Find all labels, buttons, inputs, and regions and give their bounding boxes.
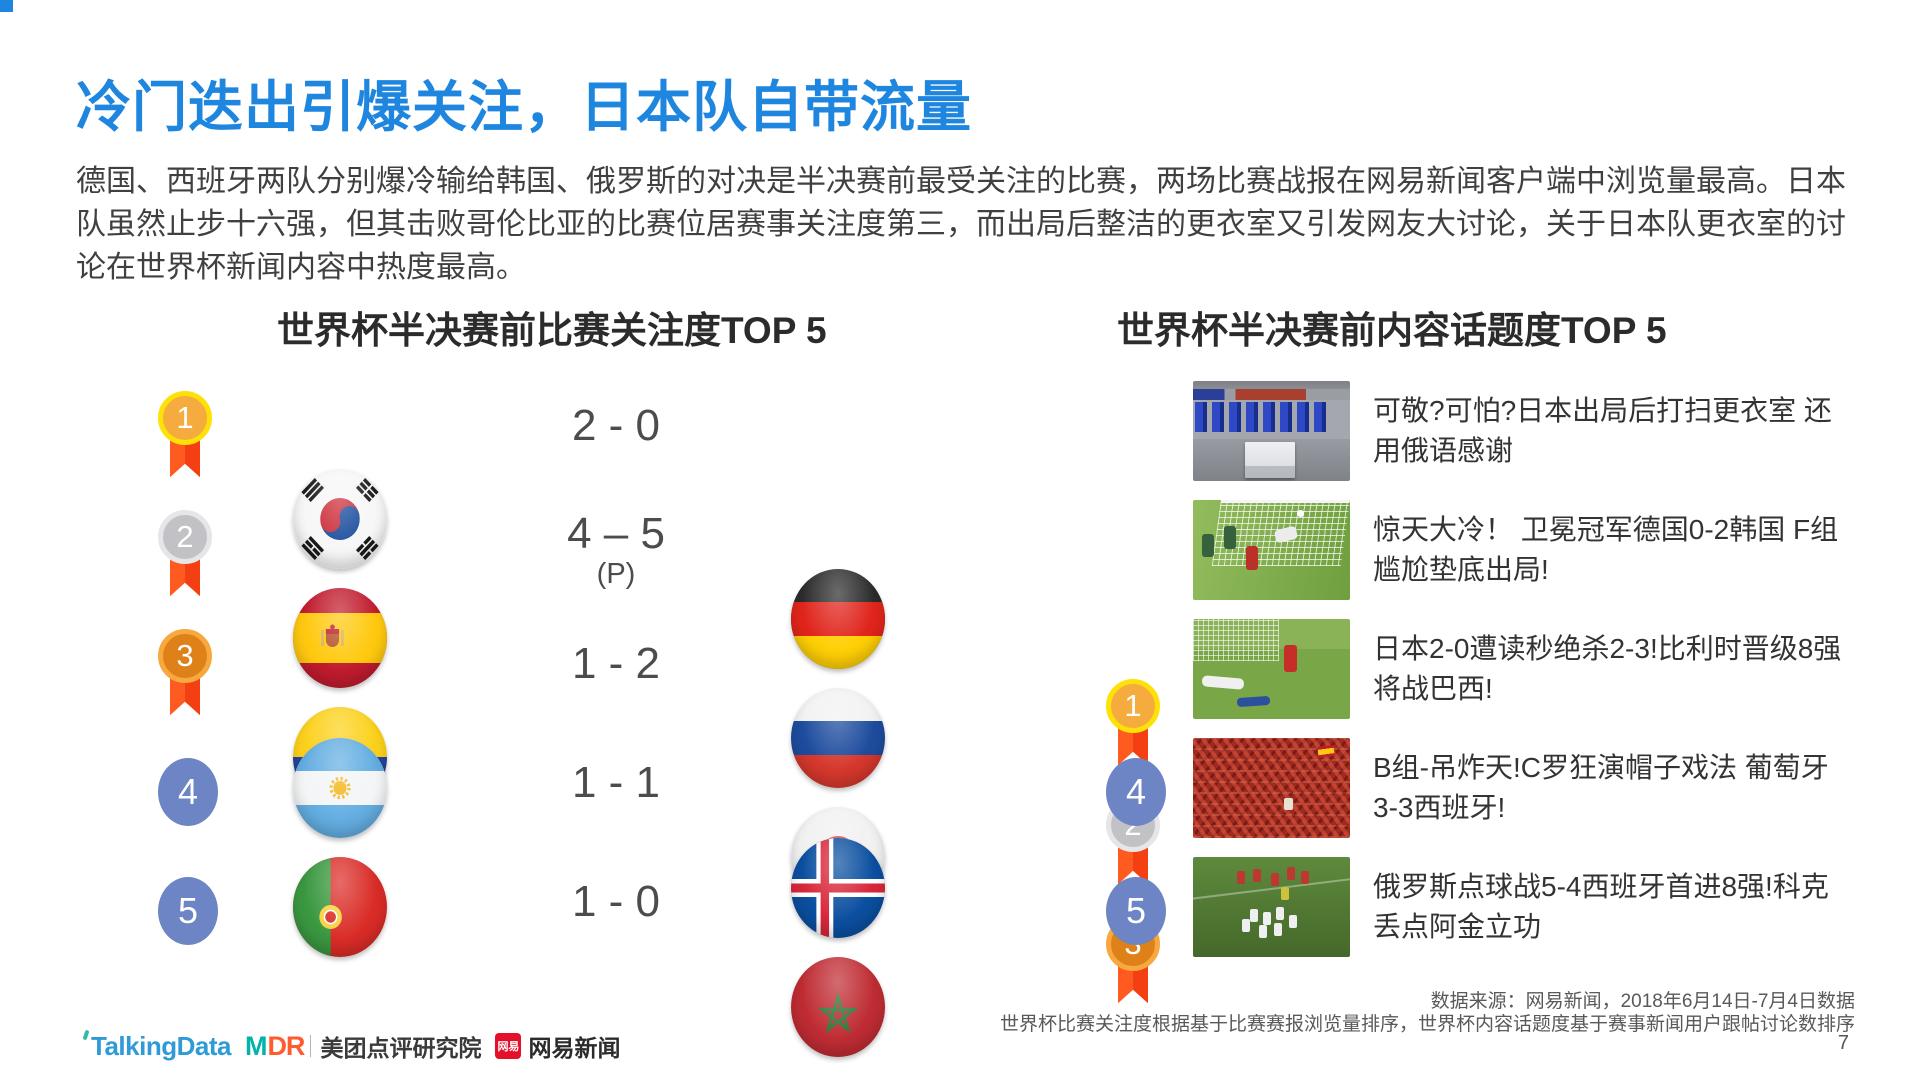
white-team-shape xyxy=(1249,908,1258,922)
russia-flag-icon xyxy=(791,687,885,788)
bronze-medal-icon: 3 xyxy=(158,629,212,717)
match-score: 2 - 0 xyxy=(571,400,661,450)
player-lying-shape xyxy=(1236,695,1271,707)
match-score: 1 - 1 xyxy=(571,757,661,807)
silver-medal-icon: 2 xyxy=(158,510,212,598)
gold-medal-icon: 1 xyxy=(158,391,212,479)
rank-2-row: 2 4 – 5 (P) 2 惊天大冷！ 卫冕冠军德国0-2韩国 F组 xyxy=(0,490,1921,885)
locker-bench-shape xyxy=(1244,441,1296,478)
germany-korea-match-photo xyxy=(1193,499,1350,600)
news-headline: 可敬?可怕?日本出局后打扫更衣室 还用俄语感谢 xyxy=(1373,394,1832,466)
ball-shape xyxy=(1296,509,1304,517)
rank-5-badge: 5 xyxy=(158,877,218,946)
player-shape xyxy=(1246,545,1259,570)
score-note xyxy=(466,808,766,818)
match-score-cell: 1 - 1 xyxy=(466,758,766,818)
rank-4-badge: 4 xyxy=(158,758,218,827)
argentina-flag-icon xyxy=(293,737,387,838)
netease-news-logo: 网易 网易新闻 xyxy=(495,1029,620,1063)
page-number: 7 xyxy=(1837,1032,1849,1054)
rank-number: 1 xyxy=(158,391,212,446)
rank-5-row: 5 1 - 0 5 俄罗斯点球战5-4西班牙首进8强!科克丢点阿金立功 xyxy=(0,847,1921,1057)
news-headline: B组-吊炸天!C罗狂演帽子戏法 葡萄牙3-3西班牙! xyxy=(1373,751,1829,823)
japan-belgium-match-photo xyxy=(1193,618,1350,719)
match-score-cell: 1 - 2 xyxy=(466,639,766,699)
spain-flag-icon xyxy=(293,587,387,688)
goalkeeper-lying-shape xyxy=(1202,674,1245,690)
news-headline: 惊天大冷！ 卫冕冠军德国0-2韩国 F组尴尬垫底出局! xyxy=(1373,513,1839,585)
goal-net-shape xyxy=(1193,618,1280,661)
spain-flag-in-crowd-shape xyxy=(1317,744,1336,758)
attention-top5-header: 世界杯半决赛前比赛关注度TOP 5 xyxy=(277,310,827,351)
intro-paragraph: 德国、西班牙两队分别爆冷输给韩国、俄罗斯的对决是半决赛前最受关注的比赛，两场比赛… xyxy=(76,165,1846,284)
rank-number: 2 xyxy=(158,510,212,565)
meituan-research-label: 美团点评研究院 xyxy=(320,1035,482,1061)
match-score-cell: 4 – 5 (P) xyxy=(466,509,766,591)
score-note xyxy=(466,927,766,937)
talkingdata-logo: TalkingData xyxy=(82,1029,231,1062)
methodology-line: 世界杯比赛关注度根据基于比赛赛报浏览量排序，世界杯内容话题度基于赛事新闻用户跟帖… xyxy=(999,1014,1855,1035)
player-shape xyxy=(1224,525,1237,549)
slide-corner-mark xyxy=(0,0,13,12)
red-team-shape xyxy=(1236,870,1245,884)
japan-locker-room-photo xyxy=(1193,380,1350,481)
logo-divider xyxy=(310,1035,312,1057)
rank-5-badge: 5 xyxy=(1106,877,1166,946)
talkingdata-tick-icon xyxy=(82,1029,90,1040)
fan-shape xyxy=(1284,797,1294,810)
rank-1-row: 1 2 - 0 1 xyxy=(0,371,1921,766)
player-shape xyxy=(1202,533,1215,557)
match-score-cell: 1 - 0 xyxy=(466,877,766,937)
match-score: 4 – 5 xyxy=(567,508,665,558)
gold-medal-icon: 1 xyxy=(1106,679,1160,767)
portugal-spain-fans-photo xyxy=(1193,737,1350,838)
referee-shape xyxy=(1280,886,1289,900)
match-score: 1 - 2 xyxy=(571,638,661,688)
score-note: (P) xyxy=(596,557,636,590)
page-title: 冷门迭出引爆关注，日本队自带流量 xyxy=(76,76,973,138)
germany-flag-icon xyxy=(791,568,885,669)
news-headline: 俄罗斯点球战5-4西班牙首进8强!科克丢点阿金立功 xyxy=(1373,870,1829,942)
netease-badge-icon: 网易 xyxy=(495,1033,522,1059)
rank-number: 3 xyxy=(158,629,212,684)
meituan-dianping-research-logo: M DR 美团点评研究院 xyxy=(245,1029,482,1063)
data-source-line: 数据来源：网易新闻，2018年6月14日-7月4日数据 xyxy=(1430,991,1855,1012)
topic-top5-header: 世界杯半决赛前内容话题度TOP 5 xyxy=(1117,310,1667,351)
news-headline: 日本2-0遭读秒绝杀2-3!比利时晋级8强将战巴西! xyxy=(1373,632,1842,704)
morocco-flag-icon xyxy=(791,956,885,1057)
portugal-flag-icon xyxy=(293,856,387,957)
rank-3-row: 3 1 - 2 3 日本2-0遭读秒绝杀2-3!比利时晋级8强将战巴西! xyxy=(0,609,1921,1004)
rank-4-row: 4 1 - 1 4 B组-吊炸天!C罗狂演帽子戏法 葡萄牙3-3西班牙! xyxy=(0,728,1921,938)
match-score: 1 - 0 xyxy=(571,876,661,926)
south-korea-flag-icon xyxy=(293,468,387,569)
rank-number: 1 xyxy=(1106,679,1160,734)
rank-4-badge: 4 xyxy=(1106,758,1166,827)
mdr-m-letter: M xyxy=(244,1030,268,1061)
match-score-cell: 2 - 0 xyxy=(466,401,766,461)
footer-logos: TalkingData M DR 美团点评研究院 网易 网易新闻 xyxy=(82,1029,620,1063)
pitch-line-shape xyxy=(1193,874,1350,901)
mdr-dr-letters: DR xyxy=(267,1030,305,1061)
score-note xyxy=(466,451,766,461)
iceland-flag-icon xyxy=(791,837,885,938)
netease-news-label: 网易新闻 xyxy=(528,1035,621,1061)
player-shape xyxy=(1284,644,1298,672)
russia-spain-penalties-photo xyxy=(1193,856,1350,957)
talkingdata-wordmark: TalkingData xyxy=(91,1030,231,1061)
score-note xyxy=(466,689,766,699)
